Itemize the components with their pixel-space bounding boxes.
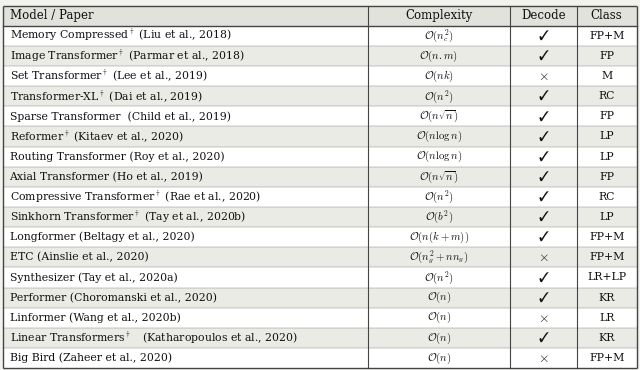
Bar [3, 106, 637, 127]
Text: LR+LP: LR+LP [587, 272, 627, 283]
Text: RC: RC [598, 91, 615, 101]
Text: $\mathcal{O}(n_g^2 + nn_g)$: $\mathcal{O}(n_g^2 + nn_g)$ [409, 248, 468, 266]
Text: FP+M: FP+M [589, 353, 625, 363]
Text: $\mathcal{O}(n\sqrt{n})$: $\mathcal{O}(n\sqrt{n})$ [419, 169, 459, 185]
Text: Decode: Decode [521, 9, 566, 22]
Text: Linformer (Wang et al., 2020b): Linformer (Wang et al., 2020b) [10, 313, 180, 323]
Text: Axial Transformer (Ho et al., 2019): Axial Transformer (Ho et al., 2019) [10, 172, 204, 182]
Text: Class: Class [591, 9, 623, 22]
Text: Transformer-XL$^\dagger$ (Dai et al., 2019): Transformer-XL$^\dagger$ (Dai et al., 20… [10, 88, 202, 105]
Text: $\checkmark$: $\checkmark$ [538, 29, 549, 43]
Text: Memory Compressed$^\dagger$ (Liu et al., 2018): Memory Compressed$^\dagger$ (Liu et al.,… [10, 27, 231, 44]
Text: KR: KR [598, 293, 615, 303]
Text: RC: RC [598, 192, 615, 202]
Text: $\boldsymbol{\times}$: $\boldsymbol{\times}$ [538, 311, 548, 325]
Text: $\checkmark$: $\checkmark$ [538, 291, 549, 305]
Text: M: M [601, 71, 612, 81]
Text: $\checkmark$: $\checkmark$ [538, 190, 549, 204]
Bar [3, 6, 637, 26]
Text: Complexity: Complexity [405, 9, 472, 22]
Bar [3, 167, 637, 187]
Text: $\mathcal{O}(b^2)$: $\mathcal{O}(b^2)$ [424, 209, 453, 225]
Text: KR: KR [598, 333, 615, 343]
Bar [3, 46, 637, 66]
Text: Reformer$^\dagger$ (Kitaev et al., 2020): Reformer$^\dagger$ (Kitaev et al., 2020) [10, 128, 184, 145]
Text: Image Transformer$^\dagger$ (Parmar et al., 2018): Image Transformer$^\dagger$ (Parmar et a… [10, 47, 244, 64]
Text: Sparse Transformer  (Child et al., 2019): Sparse Transformer (Child et al., 2019) [10, 111, 230, 122]
Text: $\mathcal{O}(n)$: $\mathcal{O}(n)$ [427, 310, 451, 326]
Text: Set Transformer$^\dagger$ (Lee et al., 2019): Set Transformer$^\dagger$ (Lee et al., 2… [10, 68, 207, 84]
Text: $\checkmark$: $\checkmark$ [538, 210, 549, 224]
Text: FP+M: FP+M [589, 252, 625, 262]
Text: $\mathcal{O}(n)$: $\mathcal{O}(n)$ [427, 290, 451, 305]
Bar [3, 308, 637, 328]
Text: $\boldsymbol{\times}$: $\boldsymbol{\times}$ [538, 250, 548, 264]
Bar [3, 268, 637, 287]
Text: LP: LP [600, 212, 614, 222]
Text: $\checkmark$: $\checkmark$ [538, 130, 549, 144]
Text: $\mathcal{O}(n(k+m))$: $\mathcal{O}(n(k+m))$ [409, 229, 469, 245]
Text: $\checkmark$: $\checkmark$ [538, 149, 549, 164]
Text: $\checkmark$: $\checkmark$ [538, 230, 549, 244]
Bar [3, 287, 637, 308]
Text: $\checkmark$: $\checkmark$ [538, 270, 549, 285]
Text: $\mathcal{O}(n^2)$: $\mathcal{O}(n^2)$ [424, 188, 454, 205]
Bar [3, 227, 637, 247]
Text: $\mathcal{O}(n^2)$: $\mathcal{O}(n^2)$ [424, 269, 454, 286]
Text: ETC (Ainslie et al., 2020): ETC (Ainslie et al., 2020) [10, 252, 148, 263]
Bar [3, 26, 637, 46]
Bar [3, 328, 637, 348]
Text: Big Bird (Zaheer et al., 2020): Big Bird (Zaheer et al., 2020) [10, 353, 172, 363]
Text: Performer (Choromanski et al., 2020): Performer (Choromanski et al., 2020) [10, 292, 216, 303]
Text: Synthesizer (Tay et al., 2020a): Synthesizer (Tay et al., 2020a) [10, 272, 177, 283]
Text: Sinkhorn Transformer$^\dagger$ (Tay et al., 2020b): Sinkhorn Transformer$^\dagger$ (Tay et a… [10, 208, 246, 226]
Text: Model / Paper: Model / Paper [10, 9, 93, 22]
Text: Compressive Transformer$^\dagger$ (Rae et al., 2020): Compressive Transformer$^\dagger$ (Rae e… [10, 188, 260, 206]
Text: FP: FP [599, 172, 614, 182]
Bar [3, 127, 637, 147]
Text: Routing Transformer (Roy et al., 2020): Routing Transformer (Roy et al., 2020) [10, 151, 224, 162]
Bar [3, 66, 637, 86]
Text: $\mathcal{O}(n \log n)$: $\mathcal{O}(n \log n)$ [415, 149, 462, 164]
Text: $\mathcal{O}(n)$: $\mathcal{O}(n)$ [427, 350, 451, 366]
Text: Linear Transformers$^\dagger$   (Katharopoulos et al., 2020): Linear Transformers$^\dagger$ (Katharopo… [10, 329, 298, 347]
Text: Longformer (Beltagy et al., 2020): Longformer (Beltagy et al., 2020) [10, 232, 195, 242]
Text: $\mathcal{O}(n^2)$: $\mathcal{O}(n^2)$ [424, 88, 454, 105]
Text: FP: FP [599, 51, 614, 61]
Text: LR: LR [599, 313, 614, 323]
Bar [3, 147, 637, 167]
Text: $\checkmark$: $\checkmark$ [538, 89, 549, 103]
Text: $\mathcal{O}(n.m)$: $\mathcal{O}(n.m)$ [419, 48, 458, 64]
Text: $\checkmark$: $\checkmark$ [538, 331, 549, 345]
Text: FP+M: FP+M [589, 31, 625, 41]
Text: $\mathcal{O}(n_c^2)$: $\mathcal{O}(n_c^2)$ [424, 27, 454, 44]
Text: LP: LP [600, 131, 614, 141]
Text: $\mathcal{O}(n\sqrt{n})$: $\mathcal{O}(n\sqrt{n})$ [419, 108, 459, 124]
Bar [3, 187, 637, 207]
Text: FP+M: FP+M [589, 232, 625, 242]
Bar [3, 86, 637, 106]
Text: $\mathcal{O}(nk)$: $\mathcal{O}(nk)$ [424, 68, 454, 84]
Bar [3, 247, 637, 268]
Text: $\checkmark$: $\checkmark$ [538, 170, 549, 184]
Text: $\boldsymbol{\times}$: $\boldsymbol{\times}$ [538, 69, 548, 83]
Text: $\checkmark$: $\checkmark$ [538, 110, 549, 123]
Text: FP: FP [599, 111, 614, 121]
Bar [3, 348, 637, 368]
Text: LP: LP [600, 152, 614, 162]
Bar [3, 207, 637, 227]
Text: $\mathcal{O}(n)$: $\mathcal{O}(n)$ [427, 330, 451, 346]
Text: $\boldsymbol{\times}$: $\boldsymbol{\times}$ [538, 351, 548, 365]
Text: $\mathcal{O}(n \log n)$: $\mathcal{O}(n \log n)$ [415, 129, 462, 144]
Text: $\checkmark$: $\checkmark$ [538, 49, 549, 63]
